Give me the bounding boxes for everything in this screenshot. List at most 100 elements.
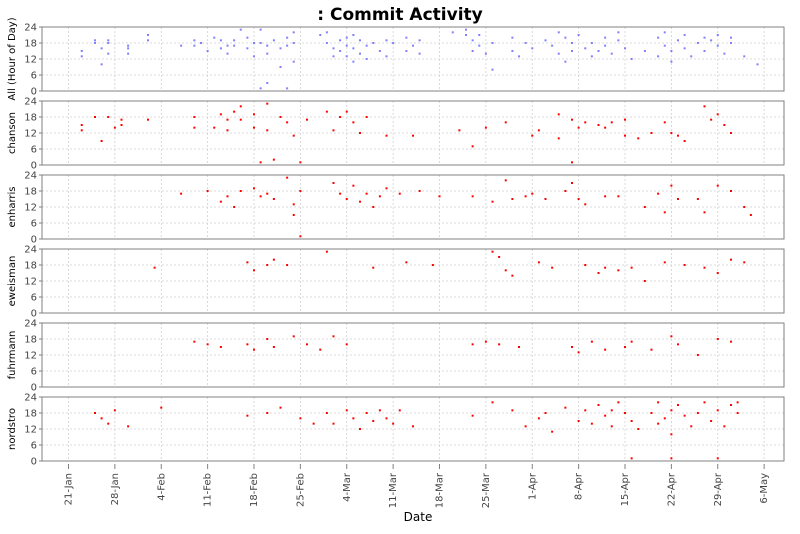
data-point bbox=[180, 44, 183, 47]
data-point bbox=[736, 401, 739, 404]
panel-frame bbox=[41, 174, 785, 240]
data-point bbox=[206, 50, 209, 52]
y-tick-label: 0 bbox=[31, 309, 37, 320]
data-point bbox=[703, 266, 706, 269]
data-point bbox=[372, 266, 375, 269]
data-point bbox=[710, 39, 713, 42]
data-point bbox=[504, 121, 507, 124]
data-point bbox=[471, 145, 474, 148]
data-point bbox=[412, 44, 414, 47]
data-point bbox=[378, 50, 381, 52]
data-point bbox=[571, 42, 573, 44]
data-point bbox=[604, 414, 607, 417]
data-point bbox=[272, 198, 275, 200]
data-point bbox=[650, 412, 653, 414]
data-point bbox=[730, 340, 732, 343]
data-point bbox=[498, 343, 501, 346]
data-point bbox=[723, 52, 726, 55]
y-tick-label: 24 bbox=[24, 319, 37, 330]
data-point bbox=[670, 50, 673, 52]
data-point bbox=[730, 190, 732, 192]
data-point bbox=[266, 129, 269, 132]
data-point bbox=[518, 55, 520, 58]
data-point bbox=[531, 134, 534, 137]
data-point bbox=[292, 134, 295, 137]
data-point bbox=[610, 121, 613, 124]
x-tick-label: 11-Mar bbox=[388, 472, 399, 508]
data-point bbox=[299, 190, 302, 192]
data-point bbox=[306, 118, 308, 121]
x-tick-label: 18-Feb bbox=[249, 473, 260, 507]
data-point bbox=[365, 58, 368, 60]
data-point bbox=[127, 52, 130, 55]
data-point bbox=[577, 34, 580, 36]
data-point bbox=[385, 39, 388, 42]
data-point bbox=[703, 50, 706, 52]
data-point bbox=[511, 198, 514, 200]
data-point bbox=[478, 34, 481, 36]
data-point bbox=[253, 113, 255, 116]
data-point bbox=[604, 195, 607, 198]
data-point bbox=[677, 134, 679, 137]
y-tick-label: 18 bbox=[24, 409, 37, 420]
data-point bbox=[590, 55, 593, 58]
data-point bbox=[471, 343, 474, 346]
data-point bbox=[365, 44, 368, 47]
data-point bbox=[160, 406, 163, 409]
data-point bbox=[491, 401, 494, 404]
data-point bbox=[716, 409, 719, 412]
data-point bbox=[213, 126, 216, 129]
data-point bbox=[690, 425, 693, 428]
data-point bbox=[299, 161, 302, 164]
y-tick-label: 0 bbox=[31, 87, 37, 98]
data-point bbox=[253, 187, 255, 190]
data-point bbox=[663, 417, 666, 420]
data-point bbox=[597, 124, 600, 126]
data-point bbox=[663, 44, 666, 47]
panel-axis-label: chanson bbox=[7, 112, 18, 154]
data-point bbox=[226, 118, 229, 121]
data-point bbox=[80, 50, 83, 52]
data-point bbox=[465, 34, 467, 36]
data-point bbox=[703, 36, 706, 39]
x-tick-label: 6-May bbox=[759, 473, 770, 504]
data-point bbox=[716, 272, 719, 274]
data-point bbox=[100, 47, 103, 50]
data-point bbox=[677, 39, 679, 42]
data-point bbox=[544, 412, 547, 414]
data-point bbox=[253, 42, 255, 44]
data-point bbox=[511, 50, 514, 52]
data-point bbox=[219, 346, 222, 348]
data-point bbox=[491, 68, 494, 71]
panel-background bbox=[42, 249, 784, 313]
y-tick-label: 6 bbox=[31, 145, 37, 156]
data-point bbox=[551, 266, 554, 269]
data-point bbox=[239, 118, 242, 121]
data-point bbox=[359, 39, 361, 42]
data-point bbox=[743, 206, 746, 208]
data-point bbox=[127, 425, 130, 428]
data-point bbox=[716, 457, 719, 460]
data-point bbox=[292, 31, 295, 34]
y-tick-label: 24 bbox=[24, 23, 37, 34]
data-point bbox=[345, 409, 348, 412]
data-point bbox=[577, 198, 580, 200]
data-point bbox=[292, 203, 295, 206]
data-point bbox=[412, 425, 414, 428]
data-point bbox=[584, 47, 587, 50]
data-point bbox=[504, 179, 507, 182]
data-point bbox=[610, 409, 613, 412]
data-point bbox=[564, 60, 567, 63]
y-tick-label: 0 bbox=[31, 161, 37, 172]
data-point bbox=[253, 126, 255, 129]
data-point bbox=[286, 87, 289, 90]
x-tick-label: 15-Apr bbox=[620, 472, 631, 506]
data-point bbox=[266, 102, 269, 105]
data-point bbox=[325, 250, 328, 253]
data-point bbox=[557, 137, 560, 140]
data-point bbox=[537, 129, 540, 132]
data-point bbox=[438, 195, 441, 198]
panel-background bbox=[42, 175, 784, 239]
data-point bbox=[405, 36, 408, 39]
x-tick-label: 11-Feb bbox=[203, 473, 214, 507]
